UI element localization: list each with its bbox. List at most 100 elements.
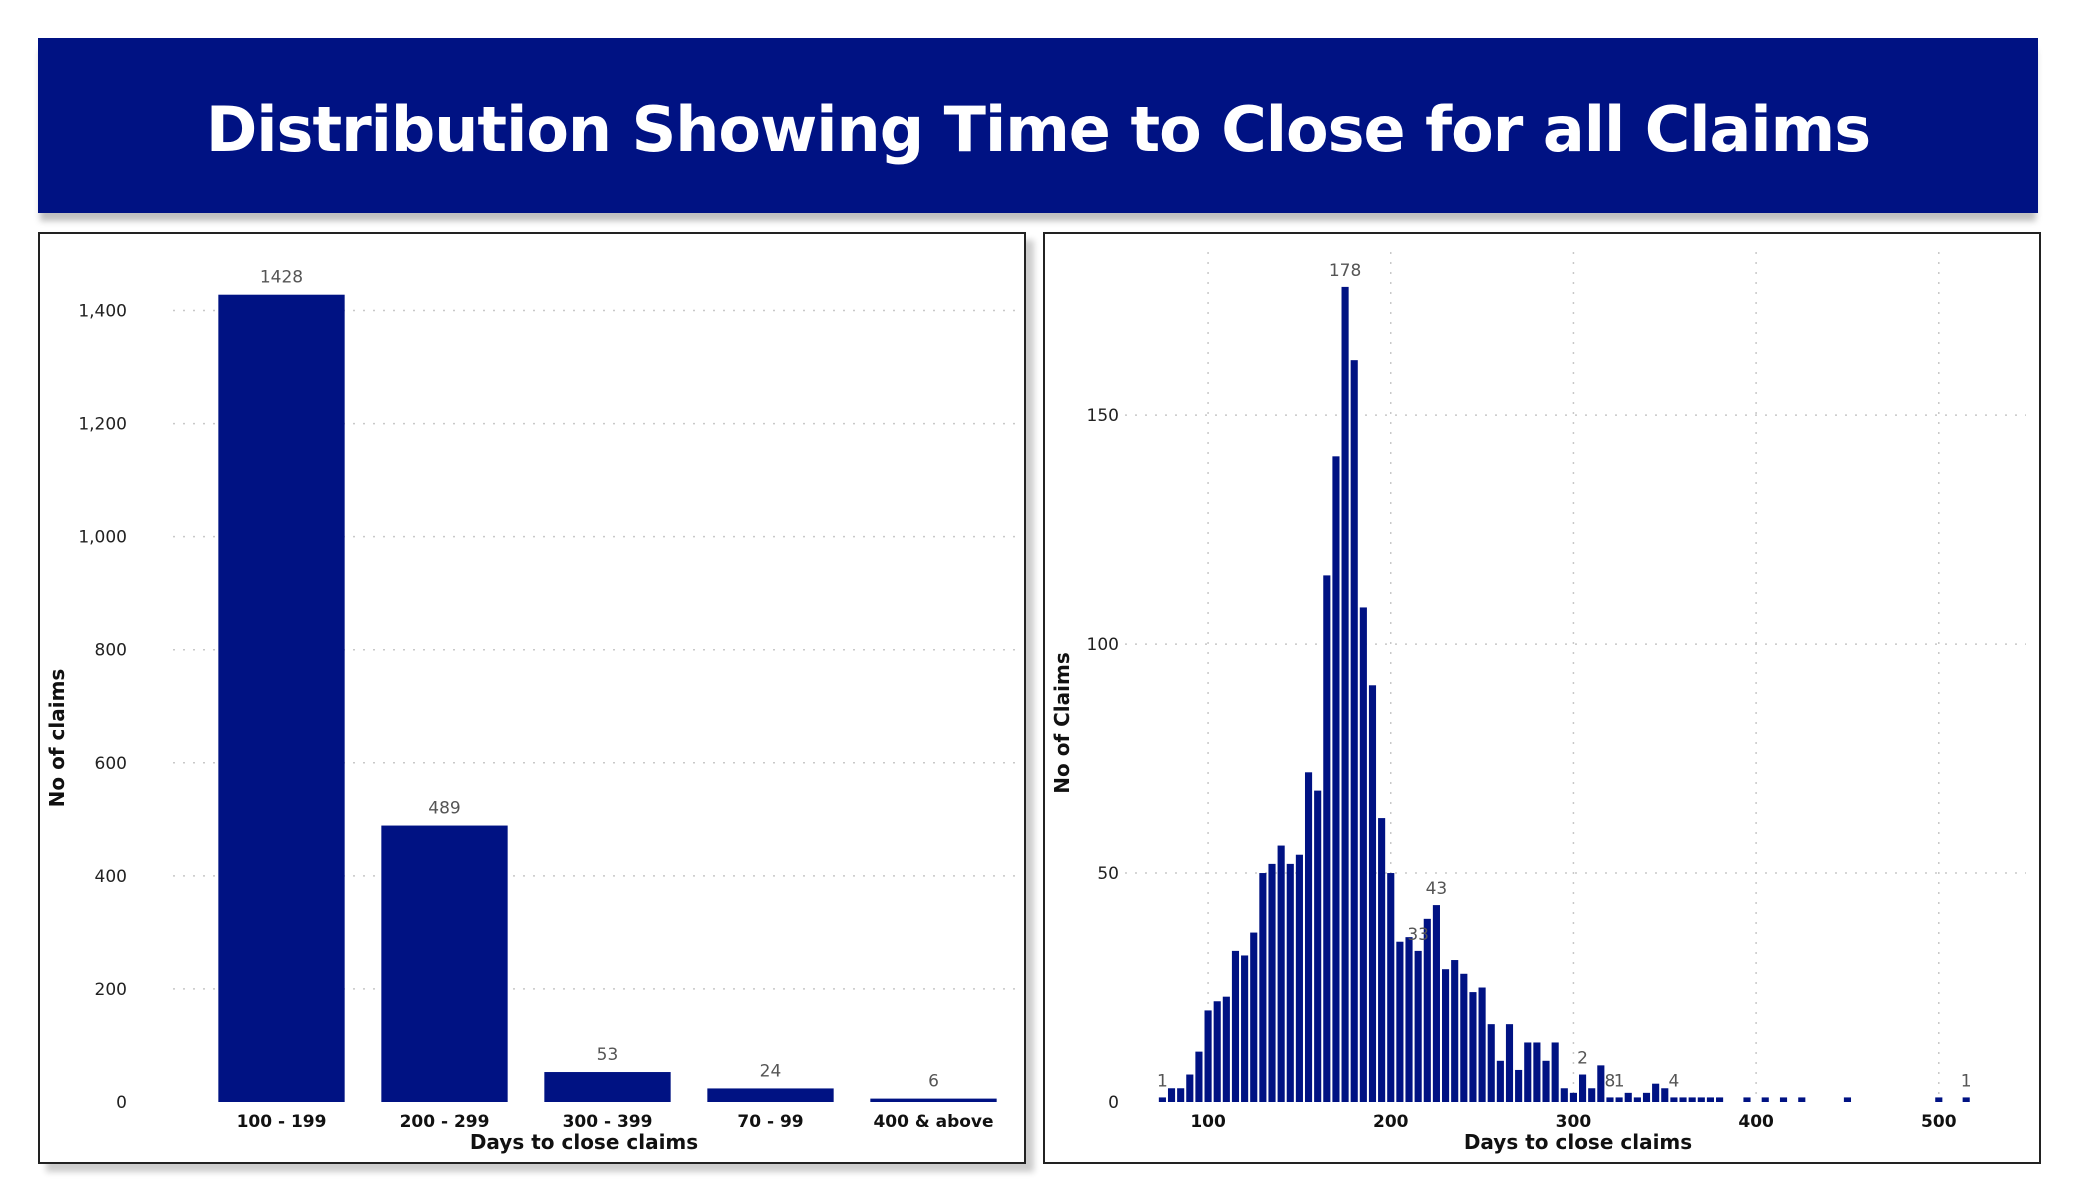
y-tick-label: 800 bbox=[95, 641, 127, 661]
bar[interactable] bbox=[707, 1088, 834, 1102]
bar[interactable] bbox=[1661, 1088, 1669, 1102]
bar[interactable] bbox=[1231, 950, 1240, 1102]
data-label: 43 bbox=[1426, 879, 1448, 899]
bar[interactable] bbox=[1295, 854, 1303, 1102]
bar[interactable] bbox=[1405, 937, 1413, 1102]
bar[interactable] bbox=[1186, 1074, 1194, 1102]
bar[interactable] bbox=[1378, 818, 1386, 1102]
bar[interactable] bbox=[1469, 992, 1477, 1102]
bar[interactable] bbox=[1633, 1097, 1641, 1102]
bar[interactable] bbox=[1652, 1083, 1660, 1102]
data-label: 489 bbox=[428, 799, 460, 819]
bar[interactable] bbox=[1478, 987, 1486, 1102]
bar[interactable] bbox=[1688, 1097, 1696, 1102]
bar[interactable] bbox=[1679, 1097, 1687, 1102]
x-tick-label: 100 - 199 bbox=[237, 1112, 327, 1132]
bar[interactable] bbox=[1642, 1092, 1651, 1102]
bar[interactable] bbox=[1332, 456, 1340, 1102]
x-axis-title: Days to close claims bbox=[1464, 1130, 1692, 1154]
bar[interactable] bbox=[1798, 1097, 1806, 1102]
y-tick-label: 0 bbox=[116, 1093, 127, 1113]
y-tick-label: 1,400 bbox=[78, 302, 127, 322]
bar[interactable] bbox=[1524, 1042, 1532, 1102]
bar[interactable] bbox=[1606, 1097, 1614, 1102]
bar[interactable] bbox=[1441, 969, 1450, 1102]
x-axis-title: Days to close claims bbox=[470, 1130, 698, 1154]
bar[interactable] bbox=[1432, 905, 1440, 1102]
bar[interactable] bbox=[1368, 685, 1377, 1102]
bar[interactable] bbox=[1487, 1024, 1495, 1102]
bar[interactable] bbox=[381, 825, 508, 1102]
data-label: 8 bbox=[1605, 1071, 1616, 1091]
y-tick-label: 50 bbox=[1097, 864, 1119, 884]
bar[interactable] bbox=[1177, 1088, 1185, 1102]
bar[interactable] bbox=[1387, 873, 1395, 1102]
bar[interactable] bbox=[1350, 360, 1358, 1102]
bar[interactable] bbox=[1496, 1060, 1504, 1102]
bar[interactable] bbox=[1268, 863, 1276, 1102]
bar[interactable] bbox=[1569, 1092, 1577, 1102]
bar[interactable] bbox=[1460, 973, 1468, 1102]
x-tick-label: 100 bbox=[1190, 1112, 1226, 1132]
bar[interactable] bbox=[1779, 1097, 1788, 1102]
bar[interactable] bbox=[870, 1098, 997, 1102]
bar[interactable] bbox=[1222, 996, 1230, 1102]
x-tick-label: 400 & above bbox=[873, 1112, 993, 1132]
y-tick-label: 150 bbox=[1087, 406, 1119, 426]
bar[interactable] bbox=[218, 294, 345, 1103]
title-banner: Distribution Showing Time to Close for a… bbox=[38, 38, 2038, 213]
bar[interactable] bbox=[1158, 1097, 1166, 1102]
bar[interactable] bbox=[1716, 1097, 1724, 1102]
bar[interactable] bbox=[1286, 863, 1294, 1102]
bar[interactable] bbox=[1670, 1097, 1678, 1102]
bar[interactable] bbox=[1615, 1097, 1623, 1102]
bar[interactable] bbox=[1359, 607, 1367, 1102]
x-tick-label: 500 bbox=[1921, 1112, 1957, 1132]
bar[interactable] bbox=[1204, 1010, 1212, 1102]
bar[interactable] bbox=[1314, 790, 1322, 1102]
y-axis-title: No of Claims bbox=[1050, 652, 1074, 793]
bar[interactable] bbox=[1843, 1097, 1852, 1102]
bar[interactable] bbox=[1962, 1097, 1970, 1102]
right-chart-panel: 1 178 43 33 2 8 1 4 1 0 50 100 150 100 200 300 400 500 … bbox=[1043, 232, 2041, 1164]
bar[interactable] bbox=[1505, 1024, 1514, 1102]
data-label: 1 bbox=[1961, 1071, 1972, 1091]
data-label: 53 bbox=[597, 1045, 619, 1065]
bar[interactable] bbox=[1167, 1088, 1176, 1102]
bar[interactable] bbox=[1542, 1060, 1550, 1102]
x-tick-label: 300 - 399 bbox=[563, 1112, 653, 1132]
bar[interactable] bbox=[1341, 286, 1349, 1102]
bar[interactable] bbox=[1304, 772, 1313, 1102]
bar[interactable] bbox=[1935, 1097, 1943, 1102]
bar[interactable] bbox=[1259, 873, 1267, 1102]
bar[interactable] bbox=[1414, 950, 1422, 1102]
bar[interactable] bbox=[1624, 1092, 1632, 1102]
bar[interactable] bbox=[1697, 1097, 1705, 1102]
data-label: 33 bbox=[1407, 925, 1429, 945]
bar[interactable] bbox=[1241, 955, 1249, 1102]
bar[interactable] bbox=[1761, 1097, 1769, 1102]
bar[interactable] bbox=[1515, 1069, 1523, 1102]
bar[interactable] bbox=[1423, 918, 1431, 1102]
bar[interactable] bbox=[1533, 1042, 1541, 1102]
bucket-bar-chart: 1428 489 53 24 6 0 200 400 600 800 1,000 1,200 1,40… bbox=[45, 268, 1016, 1154]
bar[interactable] bbox=[1195, 1051, 1203, 1102]
y-tick-label: 0 bbox=[1108, 1093, 1119, 1113]
bar[interactable] bbox=[1588, 1088, 1596, 1102]
bar[interactable] bbox=[1551, 1042, 1559, 1102]
bar[interactable] bbox=[1396, 941, 1404, 1102]
bar[interactable] bbox=[1277, 845, 1285, 1102]
bar[interactable] bbox=[544, 1072, 671, 1102]
bar[interactable] bbox=[1579, 1074, 1587, 1102]
bar[interactable] bbox=[1323, 575, 1331, 1102]
bar[interactable] bbox=[1250, 932, 1258, 1102]
bar[interactable] bbox=[1451, 960, 1459, 1102]
bar[interactable] bbox=[1213, 1001, 1221, 1102]
data-label: 178 bbox=[1329, 261, 1361, 281]
bar[interactable] bbox=[1560, 1088, 1568, 1102]
y-tick-label: 1,200 bbox=[78, 415, 127, 435]
y-axis-title: No of claims bbox=[45, 669, 69, 808]
bar[interactable] bbox=[1597, 1065, 1605, 1102]
bar[interactable] bbox=[1706, 1097, 1715, 1102]
bar[interactable] bbox=[1743, 1097, 1751, 1102]
